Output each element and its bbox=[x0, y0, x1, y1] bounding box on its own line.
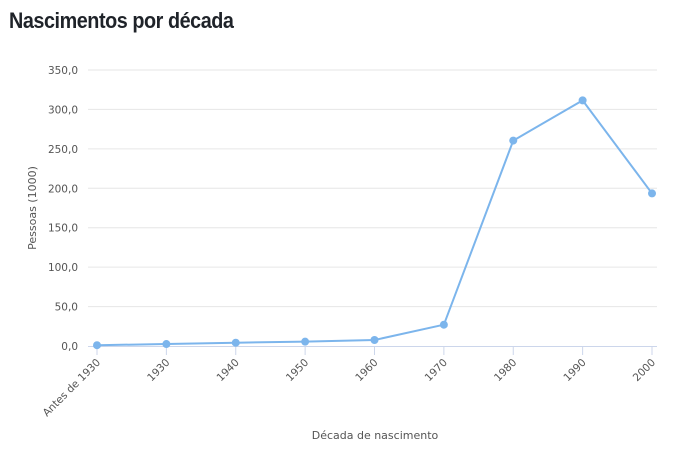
y-axis-ticks: 0,0 50,0 100,0 150,0 200,0 250,0 300,0 350,0 bbox=[48, 65, 78, 353]
data-point bbox=[648, 189, 656, 198]
data-point bbox=[301, 337, 310, 346]
x-tick-label: 1980 bbox=[492, 357, 519, 384]
y-tick-label: 350,0 bbox=[48, 65, 78, 77]
y-tick-label: 0,0 bbox=[61, 341, 78, 353]
data-point bbox=[370, 336, 379, 345]
x-tick-label: 1940 bbox=[214, 357, 241, 384]
data-point bbox=[93, 341, 101, 350]
y-tick-label: 50,0 bbox=[55, 302, 78, 314]
series bbox=[93, 96, 656, 350]
y-tick-label: 250,0 bbox=[48, 144, 78, 156]
data-point bbox=[439, 320, 448, 329]
data-point bbox=[231, 338, 240, 347]
y-axis-title: Pessoas (1000) bbox=[26, 166, 39, 250]
x-tick-label: 1990 bbox=[561, 357, 588, 384]
series-line bbox=[96, 99, 653, 347]
y-tick-label: 200,0 bbox=[48, 183, 78, 195]
y-tick-label: 100,0 bbox=[48, 262, 78, 274]
x-tick-label: Antes de 1930 bbox=[41, 357, 104, 420]
x-axis-title: Década de nascimento bbox=[312, 429, 439, 442]
data-point bbox=[162, 340, 171, 349]
x-tick-label: 1930 bbox=[145, 357, 172, 384]
x-tick-label: 2000 bbox=[631, 357, 658, 384]
x-axis: Antes de 1930 1930 1940 1950 1960 1970 1980 199… bbox=[41, 346, 658, 420]
y-tick-label: 300,0 bbox=[48, 104, 78, 116]
data-point bbox=[578, 96, 587, 105]
gridlines bbox=[88, 69, 657, 308]
data-point bbox=[509, 136, 518, 145]
y-tick-label: 150,0 bbox=[48, 223, 78, 235]
x-tick-label: 1960 bbox=[353, 357, 380, 384]
x-tick-label: 1970 bbox=[423, 357, 450, 384]
x-tick-label: 1950 bbox=[284, 357, 311, 384]
chart-title: Nascimentos por década bbox=[9, 8, 234, 33]
